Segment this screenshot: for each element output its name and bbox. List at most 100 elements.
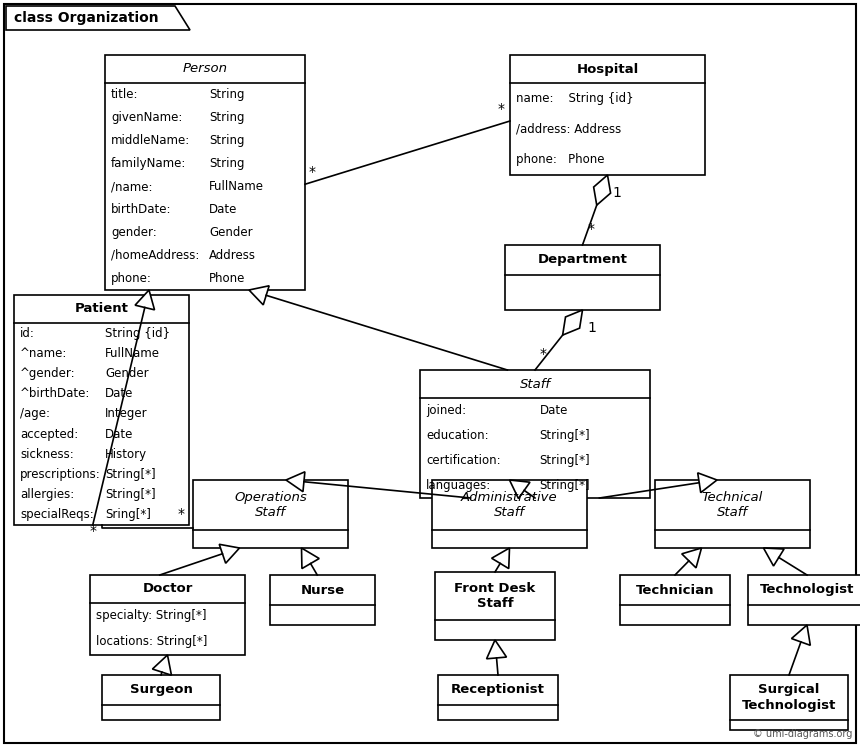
Text: Person: Person <box>182 63 228 75</box>
Text: *: * <box>540 347 547 361</box>
Polygon shape <box>562 310 582 335</box>
Text: accepted:: accepted: <box>20 427 78 441</box>
Text: String[*]: String[*] <box>539 454 590 467</box>
Polygon shape <box>302 548 319 568</box>
Bar <box>510 55 705 175</box>
Text: FullName: FullName <box>209 180 264 193</box>
Polygon shape <box>6 6 190 30</box>
Text: Department: Department <box>538 253 628 267</box>
Text: givenName:: givenName: <box>111 111 182 124</box>
Text: certification:: certification: <box>426 454 501 467</box>
Text: Sring[*]: Sring[*] <box>105 509 150 521</box>
Text: education:: education: <box>426 429 488 442</box>
Text: Operations
Staff: Operations Staff <box>234 491 307 519</box>
Text: /name:: /name: <box>111 180 152 193</box>
Text: phone:   Phone: phone: Phone <box>516 153 605 166</box>
Text: *: * <box>498 102 505 116</box>
Bar <box>102 675 220 720</box>
Polygon shape <box>682 548 702 568</box>
Polygon shape <box>135 290 155 310</box>
Text: Date: Date <box>209 203 237 216</box>
Text: prescriptions:: prescriptions: <box>20 468 101 481</box>
Text: ^gender:: ^gender: <box>20 367 76 380</box>
Text: 1: 1 <box>612 186 622 200</box>
Text: Surgical
Technologist: Surgical Technologist <box>742 684 836 711</box>
Text: Surgeon: Surgeon <box>130 684 193 696</box>
Text: Technician: Technician <box>636 583 715 597</box>
Text: Gender: Gender <box>105 367 149 380</box>
Text: sickness:: sickness: <box>20 447 74 461</box>
Text: Address: Address <box>209 249 256 262</box>
Text: String[*]: String[*] <box>105 468 156 481</box>
Text: Technologist: Technologist <box>760 583 854 597</box>
Bar <box>105 55 305 290</box>
Text: Nurse: Nurse <box>300 583 345 597</box>
Text: String[*]: String[*] <box>539 479 590 492</box>
Bar <box>748 575 860 625</box>
Bar <box>420 370 650 498</box>
Text: title:: title: <box>111 88 138 101</box>
Text: specialty: String[*]: specialty: String[*] <box>96 610 206 622</box>
Text: String: String <box>209 111 244 124</box>
Polygon shape <box>487 640 507 659</box>
Text: *: * <box>587 222 594 236</box>
Text: String {id}: String {id} <box>105 326 170 340</box>
Text: © uml-diagrams.org: © uml-diagrams.org <box>752 729 852 739</box>
Text: /address: Address: /address: Address <box>516 123 621 135</box>
Text: Patient: Patient <box>75 303 128 315</box>
Text: *: * <box>309 165 316 179</box>
Polygon shape <box>492 548 509 568</box>
Text: Administrative
Staff: Administrative Staff <box>461 491 558 519</box>
Bar <box>90 575 245 655</box>
Text: Date: Date <box>105 387 133 400</box>
Text: languages:: languages: <box>426 479 491 492</box>
Text: Receptionist: Receptionist <box>451 684 545 696</box>
Text: *: * <box>89 524 96 538</box>
Text: allergies:: allergies: <box>20 489 74 501</box>
Polygon shape <box>791 625 810 645</box>
Text: History: History <box>105 447 147 461</box>
Text: name:    String {id}: name: String {id} <box>516 92 634 105</box>
Bar <box>438 675 558 720</box>
Text: middleName:: middleName: <box>111 134 190 147</box>
Text: Front Desk
Staff: Front Desk Staff <box>454 582 536 610</box>
Text: /homeAddress:: /homeAddress: <box>111 249 200 262</box>
Text: familyName:: familyName: <box>111 157 187 170</box>
Polygon shape <box>593 175 611 205</box>
Text: String: String <box>209 157 244 170</box>
Text: locations: String[*]: locations: String[*] <box>96 636 207 648</box>
Text: FullName: FullName <box>105 347 160 360</box>
Bar <box>505 245 660 310</box>
Text: Staff: Staff <box>519 377 550 391</box>
Text: Gender: Gender <box>209 226 253 239</box>
Text: Phone: Phone <box>209 272 245 285</box>
Polygon shape <box>219 545 239 563</box>
Bar <box>620 575 730 625</box>
Text: gender:: gender: <box>111 226 157 239</box>
Bar <box>435 572 555 640</box>
Polygon shape <box>286 472 305 492</box>
Text: Doctor: Doctor <box>142 583 193 595</box>
Text: 1: 1 <box>587 321 596 335</box>
Text: Date: Date <box>105 427 133 441</box>
Text: String[*]: String[*] <box>105 489 156 501</box>
Text: String[*]: String[*] <box>539 429 590 442</box>
Bar <box>270 575 375 625</box>
Bar <box>655 480 810 548</box>
Polygon shape <box>509 480 530 498</box>
Text: Date: Date <box>539 404 568 417</box>
Bar <box>14 295 189 525</box>
Text: ^name:: ^name: <box>20 347 67 360</box>
Polygon shape <box>249 286 269 305</box>
Text: String: String <box>209 88 244 101</box>
Text: *: * <box>178 506 185 521</box>
Text: specialReqs:: specialReqs: <box>20 509 94 521</box>
Text: class Organization: class Organization <box>14 11 158 25</box>
Bar <box>193 480 348 548</box>
Text: phone:: phone: <box>111 272 152 285</box>
Text: ^birthDate:: ^birthDate: <box>20 387 90 400</box>
Text: Technical
Staff: Technical Staff <box>702 491 763 519</box>
Text: Hospital: Hospital <box>576 63 639 75</box>
Text: Integer: Integer <box>105 407 148 421</box>
Text: /age:: /age: <box>20 407 50 421</box>
